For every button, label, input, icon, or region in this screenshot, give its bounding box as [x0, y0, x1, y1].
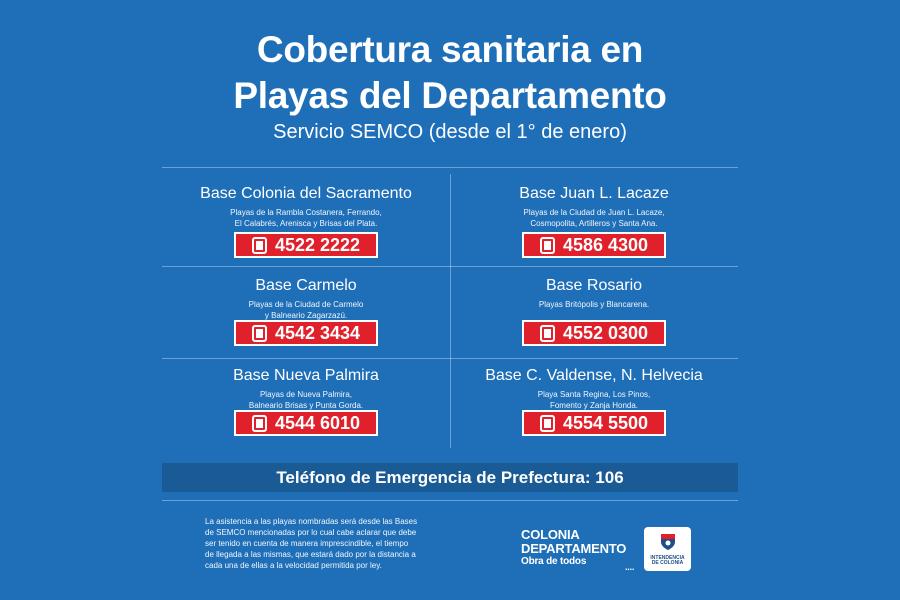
- base-name: Base Juan L. Lacaze: [519, 185, 669, 202]
- phone-badge[interactable]: 4544 6010: [234, 410, 378, 436]
- phone-icon: [539, 324, 555, 342]
- phone-number: 4586 4300: [562, 234, 649, 255]
- description-line: y Balneario Zagarzazú.: [264, 311, 348, 320]
- base-name: Base Rosario: [545, 277, 643, 294]
- emergency-banner[interactable]: Teléfono de Emergencia de Prefectura: 10…: [162, 463, 738, 492]
- base-name: Base Nueva Palmira: [233, 367, 379, 384]
- footnote-line: ser tenido en cuenta de manera imprescin…: [205, 539, 409, 548]
- base-description: Playas de la Ciudad de Carmelo y Balnear…: [162, 299, 450, 321]
- phone-badge[interactable]: 4554 5500: [522, 410, 666, 436]
- description-line: Playas de la Ciudad de Juan L. Lacaze,: [523, 208, 665, 217]
- base-name: Base Colonia del Sacramento: [200, 185, 412, 202]
- footnote-line: cada una de ellas a la velocidad permiti…: [205, 561, 382, 570]
- description-line: Playas de Nueva Palmira,: [259, 390, 353, 399]
- phone-number: 4542 3434: [274, 322, 361, 343]
- footnote: La asistencia a las playas nombradas ser…: [205, 516, 475, 571]
- brand-line: DEPARTAMENTO: [521, 541, 627, 556]
- base-card: Base Juan L. Lacaze Playas de la Ciudad …: [450, 184, 738, 264]
- description-line: Playas de la Rambla Costanera, Ferrando,: [230, 208, 382, 217]
- footnote-line: de SEMCO mencionadas por lo cual cabe ac…: [205, 528, 417, 537]
- footnote-line: de llegada a las mismas, que estará dado…: [205, 550, 416, 559]
- title-line-2: Playas del Departamento: [233, 75, 667, 116]
- subtitle: Servicio SEMCO (desde el 1° de enero): [273, 121, 627, 143]
- phone-number: 4552 0300: [562, 322, 649, 343]
- brand-logo: COLONIA DEPARTAMENTO Obra de todos ....: [521, 527, 634, 572]
- phone-badge[interactable]: 4552 0300: [522, 320, 666, 346]
- description-line: El Calabrés, Arenisca y Brisas del Plata…: [234, 219, 378, 228]
- description-line: Cosmopolita, Artilleros y Santa Ana.: [530, 219, 658, 228]
- footnote-line: La asistencia a las playas nombradas ser…: [205, 517, 418, 526]
- brand-line: COLONIA: [521, 527, 580, 542]
- phone-icon: [251, 414, 267, 432]
- description-line: Fomento y Zanja Honda.: [549, 401, 639, 410]
- base-card: Base C. Valdense, N. Helvecia Playa Sant…: [450, 366, 738, 446]
- phone-badge[interactable]: 4542 3434: [234, 320, 378, 346]
- phone-badge[interactable]: 4586 4300: [522, 232, 666, 258]
- brand-tagline: Obra de todos: [521, 556, 587, 567]
- phone-badge[interactable]: 4522 2222: [234, 232, 378, 258]
- phone-number: 4554 5500: [562, 412, 649, 433]
- base-description: Playas Britópolis y Blancarena.: [450, 299, 738, 310]
- phone-icon: [251, 324, 267, 342]
- page-title: Cobertura sanitaria en Playas del Depart…: [0, 27, 900, 119]
- description-line: Playas de la Ciudad de Carmelo: [248, 300, 364, 309]
- description-line: Balneario Brisas y Punta Gorda.: [248, 401, 364, 410]
- divider-row-2: [162, 358, 738, 359]
- description-line: Playa Santa Regina, Los Pinos,: [537, 390, 651, 399]
- divider-row-1: [162, 266, 738, 267]
- base-card: Base Carmelo Playas de la Ciudad de Carm…: [162, 276, 450, 356]
- phone-icon: [539, 414, 555, 432]
- seal-text: DE COLONIA: [651, 560, 684, 566]
- base-description: Playa Santa Regina, Los Pinos, Fomento y…: [450, 389, 738, 411]
- divider-vertical: [450, 174, 451, 448]
- phone-number: 4544 6010: [274, 412, 361, 433]
- base-name: Base C. Valdense, N. Helvecia: [485, 367, 703, 384]
- brand-dots: ....: [625, 562, 635, 572]
- seal-text: INTENDENCIA: [650, 555, 685, 561]
- base-description: Playas de la Ciudad de Juan L. Lacaze, C…: [450, 207, 738, 229]
- base-description: Playas de Nueva Palmira, Balneario Brisa…: [162, 389, 450, 411]
- base-card: Base Nueva Palmira Playas de Nueva Palmi…: [162, 366, 450, 446]
- description-line: Playas Britópolis y Blancarena.: [538, 300, 650, 309]
- phone-icon: [251, 236, 267, 254]
- coat-of-arms-icon: [660, 534, 675, 550]
- phone-number: 4522 2222: [274, 234, 361, 255]
- base-description: Playas de la Rambla Costanera, Ferrando,…: [162, 207, 450, 229]
- divider-bottom: [162, 500, 738, 501]
- divider-top: [162, 167, 738, 168]
- base-name: Base Carmelo: [255, 277, 357, 294]
- base-card: Base Rosario Playas Britópolis y Blancar…: [450, 276, 738, 356]
- intendencia-seal: INTENDENCIA DE COLONIA: [644, 527, 691, 571]
- title-line-1: Cobertura sanitaria en: [256, 29, 644, 70]
- phone-icon: [539, 236, 555, 254]
- base-card: Base Colonia del Sacramento Playas de la…: [162, 184, 450, 264]
